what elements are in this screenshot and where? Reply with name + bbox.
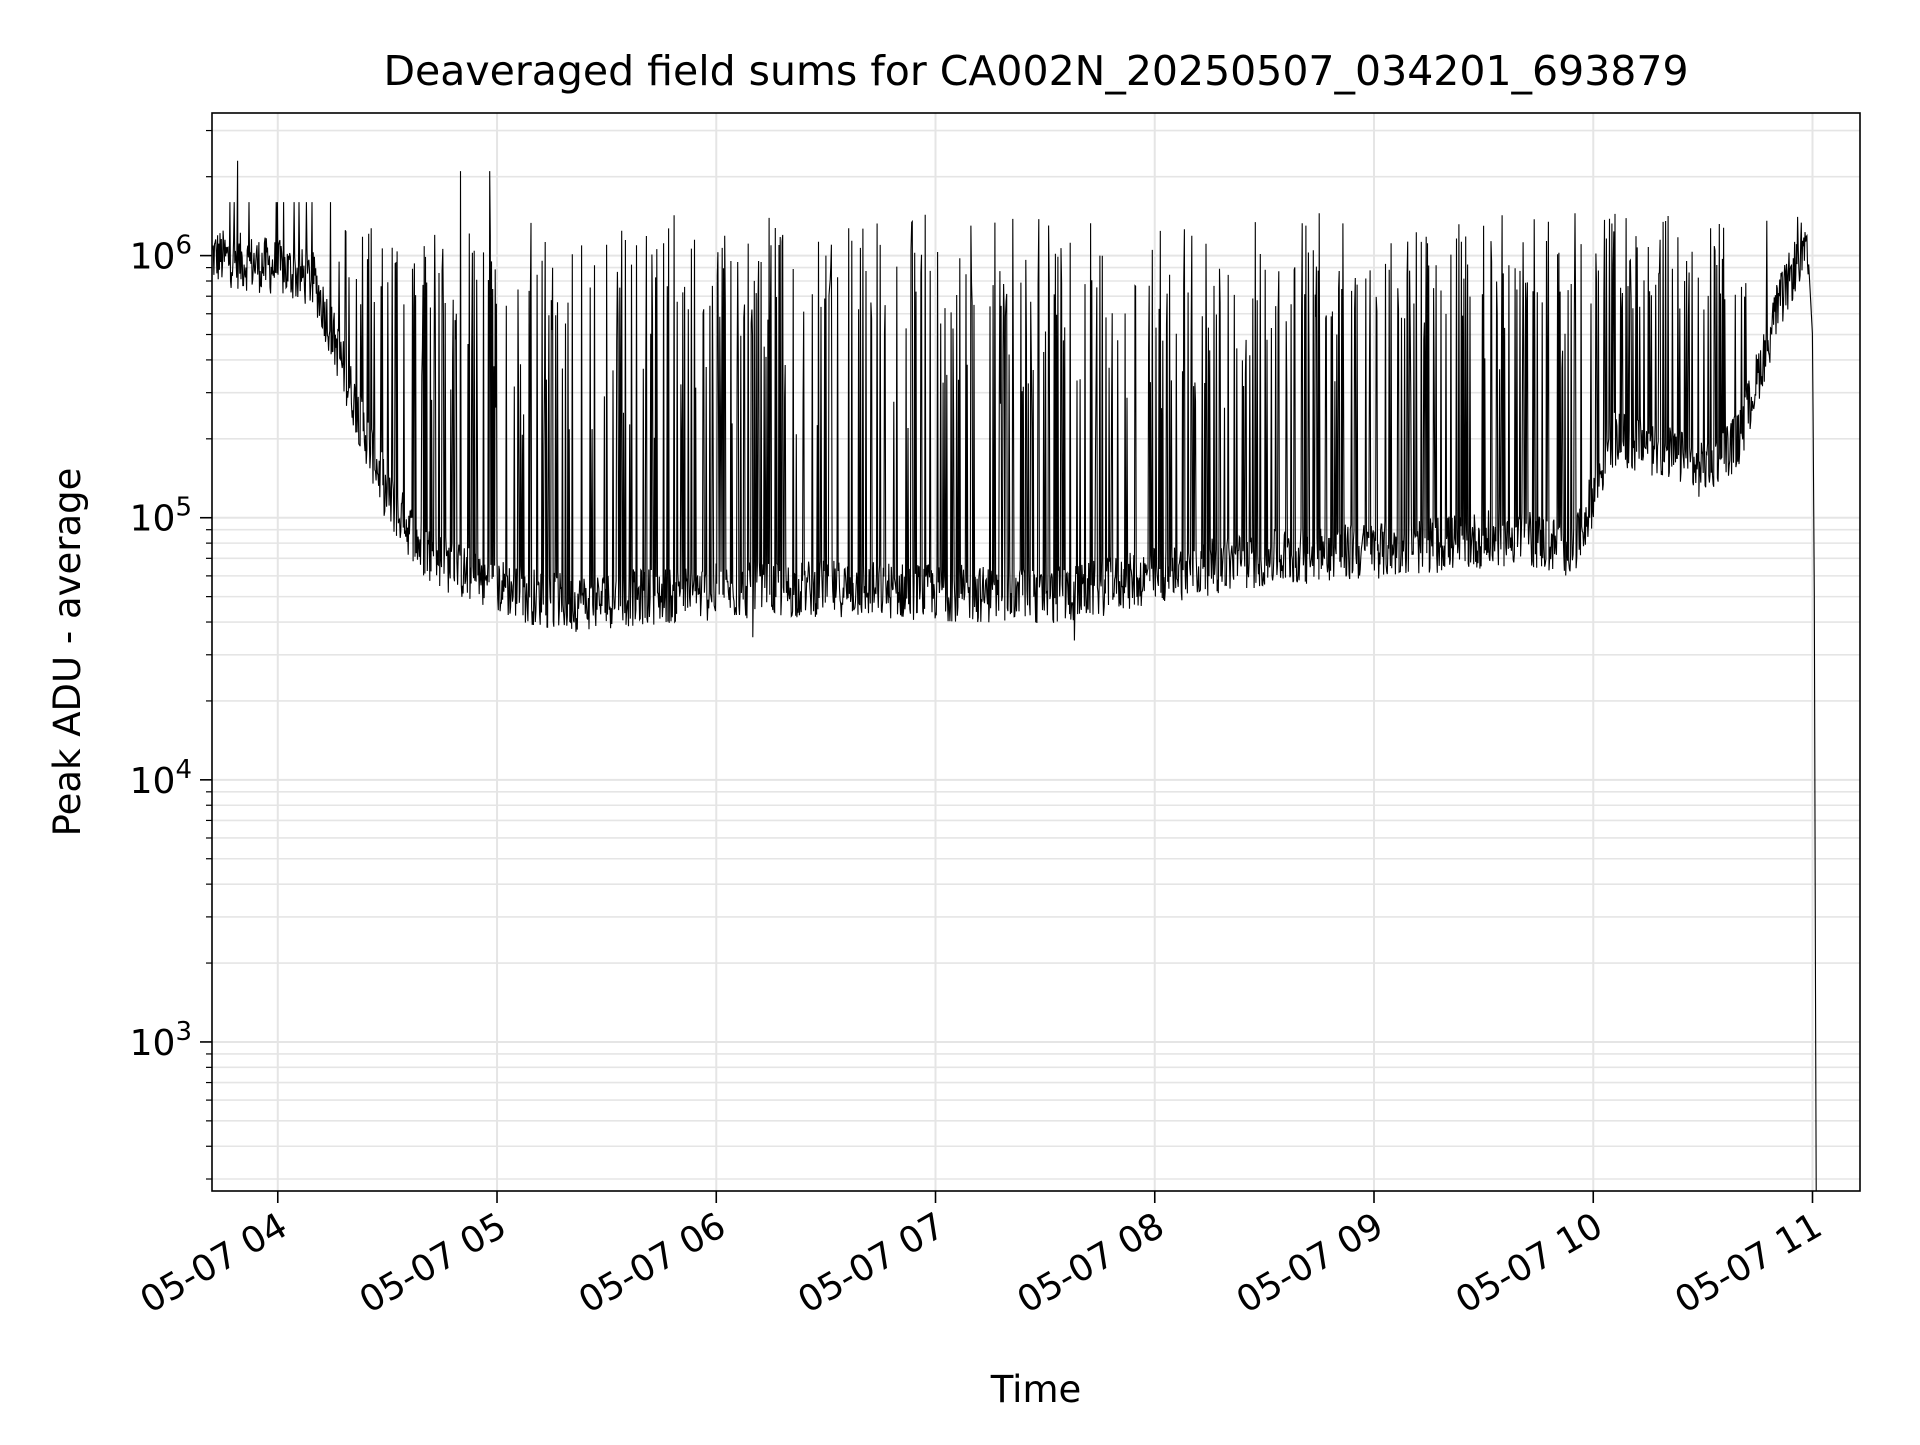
y-tick-label: 104 [130,755,192,802]
series-line [212,160,1817,1191]
y-axis-label: Peak ADU - average [46,468,89,837]
x-tick-label: 05-07 10 [1449,1205,1610,1321]
x-tick-label: 05-07 09 [1230,1205,1391,1321]
x-tick-label: 05-07 11 [1668,1205,1829,1321]
y-tick-label: 103 [130,1017,192,1064]
plot-frame [211,112,1861,1192]
grid-layer [212,113,1860,1191]
x-tick-label: 05-07 07 [791,1205,952,1321]
series-layer [212,160,1817,1191]
x-tick-label: 05-07 04 [134,1205,295,1321]
chart-title: Deaveraged field sums for CA002N_2025050… [383,47,1688,95]
x-tick-label: 05-07 06 [572,1205,733,1321]
x-tick-label: 05-07 05 [353,1205,514,1321]
y-tick-label: 106 [130,231,192,278]
y-tick-label: 105 [130,493,192,540]
x-axis-label: Time [990,1368,1082,1411]
x-tick-label: 05-07 08 [1011,1205,1172,1321]
